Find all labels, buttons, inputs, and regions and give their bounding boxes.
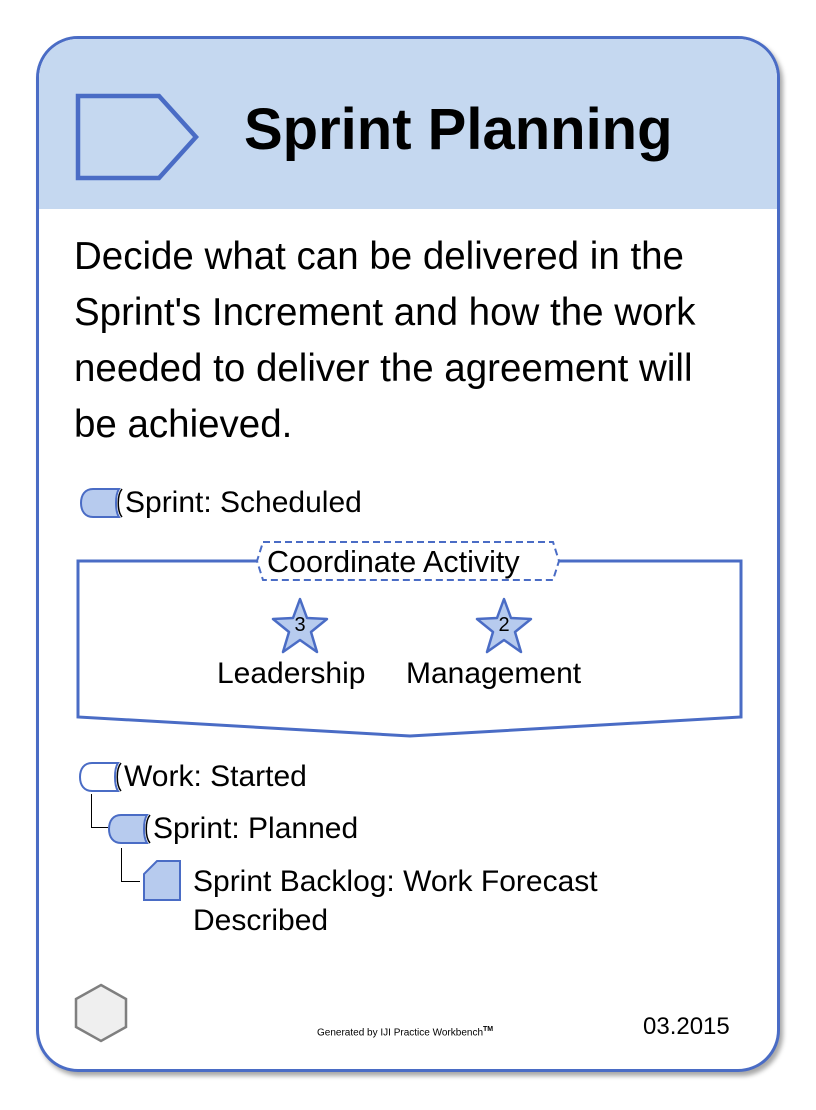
- generated-by-note: Generated by IJI Practice WorkbenchTM: [317, 1026, 494, 1039]
- management-star-icon: [475, 597, 533, 654]
- leadership-level: 3: [294, 614, 306, 636]
- entry-criterion-label: Sprint: Scheduled: [125, 486, 362, 519]
- result-label-line2: Described: [193, 904, 329, 937]
- result-sprint-planned: Sprint: Planned: [107, 812, 358, 846]
- leadership-label: Leadership: [217, 657, 366, 690]
- entry-criterion: Sprint: Scheduled: [79, 486, 362, 520]
- card-title: Sprint Planning: [244, 97, 673, 162]
- card-header: Sprint Planning: [39, 39, 777, 209]
- tree-connector: [91, 794, 108, 828]
- alpha-state-icon: [79, 488, 123, 518]
- result-label: Sprint: Planned: [153, 812, 359, 845]
- management-label: Management: [406, 657, 582, 690]
- result-work-started: Work: Started: [78, 760, 307, 794]
- activity-arrow-icon: [75, 93, 199, 181]
- alpha-state-icon: [107, 814, 151, 844]
- activity-frame: [76, 541, 743, 738]
- activity-label-frame: [255, 541, 561, 581]
- activity-card: Sprint Planning Decide what can be deliv…: [36, 36, 780, 1072]
- card-description: Decide what can be delivered in the Spri…: [74, 235, 696, 446]
- result-label: Work: Started: [124, 760, 307, 793]
- tree-connector: [121, 848, 140, 882]
- leadership-star-icon: [271, 597, 329, 654]
- version-label: 03.2015: [643, 1013, 730, 1040]
- activity-label: Coordinate Activity: [267, 545, 520, 579]
- management-level: 2: [498, 614, 510, 636]
- alpha-state-icon: [78, 762, 122, 792]
- result-label-line1: Sprint Backlog: Work Forecast: [193, 865, 598, 898]
- hexagon-icon: [74, 983, 128, 1043]
- work-product-icon: [143, 860, 181, 901]
